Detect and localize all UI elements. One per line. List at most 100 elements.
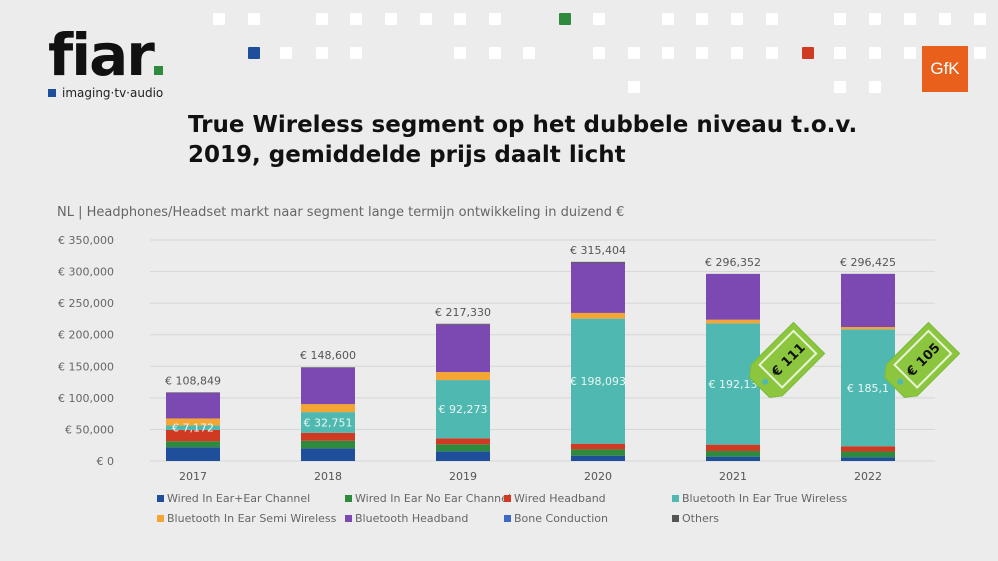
x-tick-label: 2018 — [314, 470, 342, 483]
decorative-square — [766, 13, 778, 25]
bar-segment — [301, 412, 355, 433]
decorative-square — [834, 13, 846, 25]
bar-segment — [706, 444, 760, 451]
decorative-square — [593, 47, 605, 59]
legend-label: Bluetooth In Ear True Wireless — [682, 492, 848, 505]
bar-segment — [436, 444, 490, 452]
decorative-square — [869, 47, 881, 59]
decorative-square — [696, 47, 708, 59]
fiar-logo: fiar imaging·tv·audio — [48, 21, 164, 100]
bar-segment — [571, 312, 625, 319]
bar-segment — [571, 443, 625, 450]
x-tick-label: 2017 — [179, 470, 207, 483]
legend-swatch — [157, 495, 164, 502]
bar-segment — [841, 327, 895, 330]
y-tick-label: € 350,000 — [58, 234, 114, 247]
legend-label: Bluetooth In Ear Semi Wireless — [167, 512, 337, 525]
bar-segment — [571, 449, 625, 456]
legend-swatch — [672, 495, 679, 502]
decorative-square — [628, 81, 640, 93]
price-tag-shape — [884, 321, 961, 398]
decorative-square — [662, 47, 674, 59]
true-wireless-label: € 92,273 — [439, 403, 488, 416]
decorative-square — [766, 47, 778, 59]
decorative-square — [869, 13, 881, 25]
decorative-square — [248, 47, 260, 59]
bar-segment — [436, 380, 490, 439]
legend-swatch — [672, 515, 679, 522]
legend-label: Others — [682, 512, 719, 525]
decorative-square — [974, 47, 986, 59]
bar-segment — [301, 404, 355, 413]
decorative-square — [454, 47, 466, 59]
decorative-square — [280, 47, 292, 59]
true-wireless-label: € 7,172 — [172, 422, 214, 435]
decorative-square — [662, 13, 674, 25]
legend-item: Bluetooth In Ear Semi Wireless — [157, 512, 336, 525]
legend-item: Bluetooth Headband — [345, 512, 468, 525]
legend-item: Others — [672, 512, 719, 525]
gfk-logo: GfK — [922, 46, 968, 92]
legend-label: Wired In Ear No Ear Channel — [355, 492, 511, 505]
bar-segment — [166, 441, 220, 448]
legend-item: Wired Headband — [504, 492, 606, 505]
y-tick-label: € 200,000 — [58, 329, 114, 342]
bar-segment — [841, 446, 895, 452]
decorative-square — [559, 13, 571, 25]
bar-segment — [436, 323, 490, 325]
bar-segment — [706, 319, 760, 324]
legend-swatch — [345, 515, 352, 522]
decorative-square — [489, 47, 501, 59]
decorative-square — [350, 47, 362, 59]
y-tick-label: € 250,000 — [58, 297, 114, 310]
price-tag: € 105 — [884, 321, 961, 398]
x-tick-label: 2020 — [584, 470, 612, 483]
x-tick-label: 2021 — [719, 470, 747, 483]
decorative-square — [350, 13, 362, 25]
bar-segment — [166, 429, 220, 442]
bar-segment — [436, 324, 490, 373]
decorative-square — [248, 13, 260, 25]
bar-segment — [436, 451, 490, 461]
y-tick-label: € 100,000 — [58, 392, 114, 405]
chart-title: NL | Headphones/Headset markt naar segme… — [57, 205, 625, 220]
bar-segment — [706, 274, 760, 320]
legend-swatch — [504, 515, 511, 522]
decorative-square — [731, 47, 743, 59]
x-tick-label: 2019 — [449, 470, 477, 483]
bar-segment — [571, 261, 625, 263]
y-tick-label: € 300,000 — [58, 266, 114, 279]
bar-segment — [166, 447, 220, 461]
decorative-square — [454, 13, 466, 25]
legend-label: Bluetooth Headband — [355, 512, 469, 525]
legend-swatch — [345, 495, 352, 502]
true-wireless-label: € 32,751 — [304, 416, 353, 429]
decorative-square — [904, 13, 916, 25]
legend-item: Bone Conduction — [504, 512, 608, 525]
bar-segment — [166, 392, 220, 419]
decorative-square — [869, 81, 881, 93]
bar-segment — [436, 372, 490, 381]
legend-label: Wired Headband — [514, 492, 606, 505]
bar-segment — [301, 367, 355, 368]
total-label: € 217,330 — [435, 306, 491, 319]
price-tag-border — [758, 329, 818, 389]
decorative-square — [904, 47, 916, 59]
bar-segment — [301, 367, 355, 405]
price-tag: € 111 — [749, 321, 826, 398]
decorative-square — [593, 13, 605, 25]
bar-segment — [436, 438, 490, 445]
decorative-square — [385, 13, 397, 25]
bar-segment — [706, 323, 760, 445]
legend-swatch — [157, 515, 164, 522]
decorative-square — [939, 13, 951, 25]
decorative-square — [523, 47, 535, 59]
total-label: € 296,352 — [705, 256, 761, 269]
total-label: € 108,849 — [165, 374, 221, 387]
legend-item: Wired In Ear+Ear Channel — [157, 492, 310, 505]
bar-segment — [166, 425, 220, 430]
bar-segment — [571, 262, 625, 313]
decorative-square — [731, 13, 743, 25]
legend-label: Wired In Ear+Ear Channel — [167, 492, 311, 505]
